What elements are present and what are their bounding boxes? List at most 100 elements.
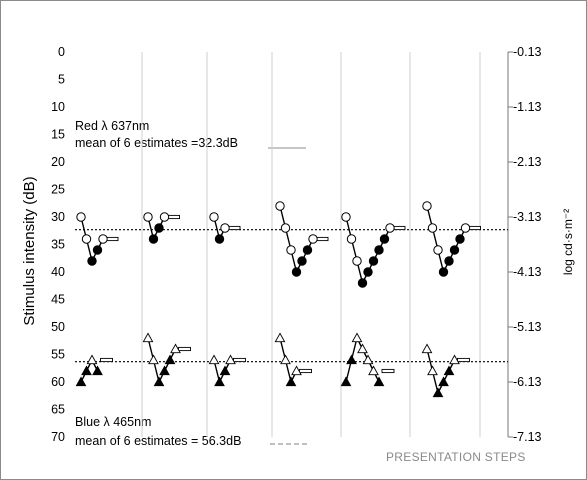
y-tick-label-left: 5 [58, 73, 65, 87]
red-stimulus-point [379, 234, 390, 244]
red-trial-line [147, 216, 166, 242]
red-stimulus-point [308, 234, 318, 244]
blue-stimulus-point [148, 354, 159, 365]
red-stimulus-point [81, 234, 92, 244]
red-stimulus-point [76, 212, 86, 222]
blue-stimulus-point [92, 365, 103, 376]
red-stimulus-point [374, 245, 384, 255]
blue-stimulus-point [75, 376, 87, 387]
blue-stimulus-point [86, 354, 98, 365]
blue-stimulus-point [170, 343, 181, 354]
red-stimulus-point [341, 212, 351, 222]
plot-area: 0 5 10 15 20 25 30 35 40 45 50 55 60 65 70 -0.13 -1.13 -2… [51, 45, 541, 444]
blue-stimulus-point [81, 365, 92, 376]
y-tick-label-left: 45 [51, 293, 65, 307]
blue-stimulus-point [449, 354, 460, 365]
red-stimulus-point [352, 256, 362, 266]
blue-stimulus-point [357, 343, 368, 354]
y-tick-label-left: 35 [51, 238, 65, 252]
blue-stimulus-point [368, 365, 379, 376]
blue-stimulus-point [214, 376, 225, 387]
red-stimulus-point [286, 245, 296, 255]
blue-stimulus-point [159, 365, 170, 376]
red-trial-line [279, 205, 314, 275]
y-tick-label-left: 15 [51, 128, 65, 142]
red-stimulus-point [302, 245, 313, 255]
red-annotation-mean: mean of 6 estimates =32.3dB [75, 136, 238, 150]
red-stimulus-point [98, 234, 108, 244]
red-stimulus-point [87, 256, 97, 266]
blue-stimulus-point [373, 376, 385, 387]
blue-threshold-marker [100, 357, 113, 363]
blue-stimulus-point [351, 332, 363, 343]
blue-stimulus-point [438, 376, 449, 387]
y-tick-label-right: -2.13 [513, 155, 542, 169]
y-tick-label-left: 10 [51, 100, 65, 114]
blue-trial-line [213, 359, 232, 385]
red-stimulus-point [275, 201, 285, 211]
blue-stimulus-point [153, 376, 165, 387]
red-threshold-marker [315, 236, 329, 242]
red-stimulus-point [159, 212, 170, 222]
y-tick-label-right: -4.13 [513, 265, 542, 279]
blue-stimulus-point [285, 376, 297, 387]
red-stimulus-point [297, 256, 307, 266]
y-tick-label-right: -7.13 [513, 430, 542, 444]
red-threshold-marker [167, 214, 180, 220]
blue-threshold-marker [457, 357, 470, 363]
red-stimulus-point [368, 256, 379, 266]
y-tick-label-left: 50 [51, 320, 65, 334]
blue-stimulus-point [274, 332, 286, 343]
red-stimulus-point [422, 201, 432, 211]
red-stimulus-point [291, 267, 302, 277]
red-annotation-wavelength: Red λ 637nm [75, 119, 149, 133]
red-stimulus-point [209, 212, 219, 222]
red-stimulus-point [280, 223, 291, 233]
red-stimulus-point [220, 223, 230, 233]
red-stimulus-point [357, 278, 368, 288]
y-tick-label-left: 25 [51, 183, 65, 197]
blue-stimulus-point [280, 354, 291, 365]
red-threshold-marker [468, 225, 481, 231]
y-tick-label-left: 60 [51, 375, 65, 389]
blue-trial-line [279, 337, 298, 385]
blue-stimulus-point [421, 343, 433, 354]
blue-stimulus-point [346, 354, 357, 365]
y-tick-label-left: 70 [51, 430, 65, 444]
red-stimulus-point [433, 245, 443, 255]
red-threshold-marker [227, 225, 241, 231]
y-tick-label-right: -5.13 [513, 320, 542, 334]
red-stimulus-point [143, 212, 153, 222]
red-stimulus-point [385, 223, 395, 233]
x-axis-label: PRESENTATION STEPS [386, 450, 526, 464]
blue-threshold-marker [381, 368, 395, 374]
y-tick-label-left: 30 [51, 210, 65, 224]
blue-trial-line [80, 358, 99, 383]
y-tick-label-left: 55 [51, 348, 65, 362]
y-tick-label-left: 40 [51, 265, 65, 279]
y-tick-label-right: -0.13 [513, 45, 542, 59]
blue-stimulus-point [225, 354, 236, 365]
blue-stimulus-point [142, 332, 154, 343]
blue-annotation-mean: mean of 6 estimates = 56.3dB [75, 434, 241, 448]
red-threshold-marker [392, 225, 406, 231]
blue-stimulus-point [208, 354, 220, 365]
red-stimulus-point [148, 234, 159, 244]
blue-stimulus-point [219, 365, 231, 376]
blue-stimulus-point [432, 387, 444, 398]
red-stimulus-point [214, 234, 225, 244]
y-tick-label-right: -6.13 [513, 375, 542, 389]
red-stimulus-point [363, 267, 373, 277]
red-stimulus-point [455, 234, 465, 244]
y-tick-label-right: -1.13 [513, 100, 542, 114]
blue-threshold-marker [233, 357, 246, 363]
blue-stimulus-point [340, 376, 352, 387]
blue-stimulus-point [427, 365, 438, 376]
red-stimulus-point [154, 223, 164, 233]
blue-stimulus-point [164, 354, 176, 365]
y-tick-label-left: 0 [58, 45, 65, 59]
blue-threshold-marker [178, 346, 191, 352]
y-axis-label-right: log cd·s·m⁻² [561, 209, 575, 275]
